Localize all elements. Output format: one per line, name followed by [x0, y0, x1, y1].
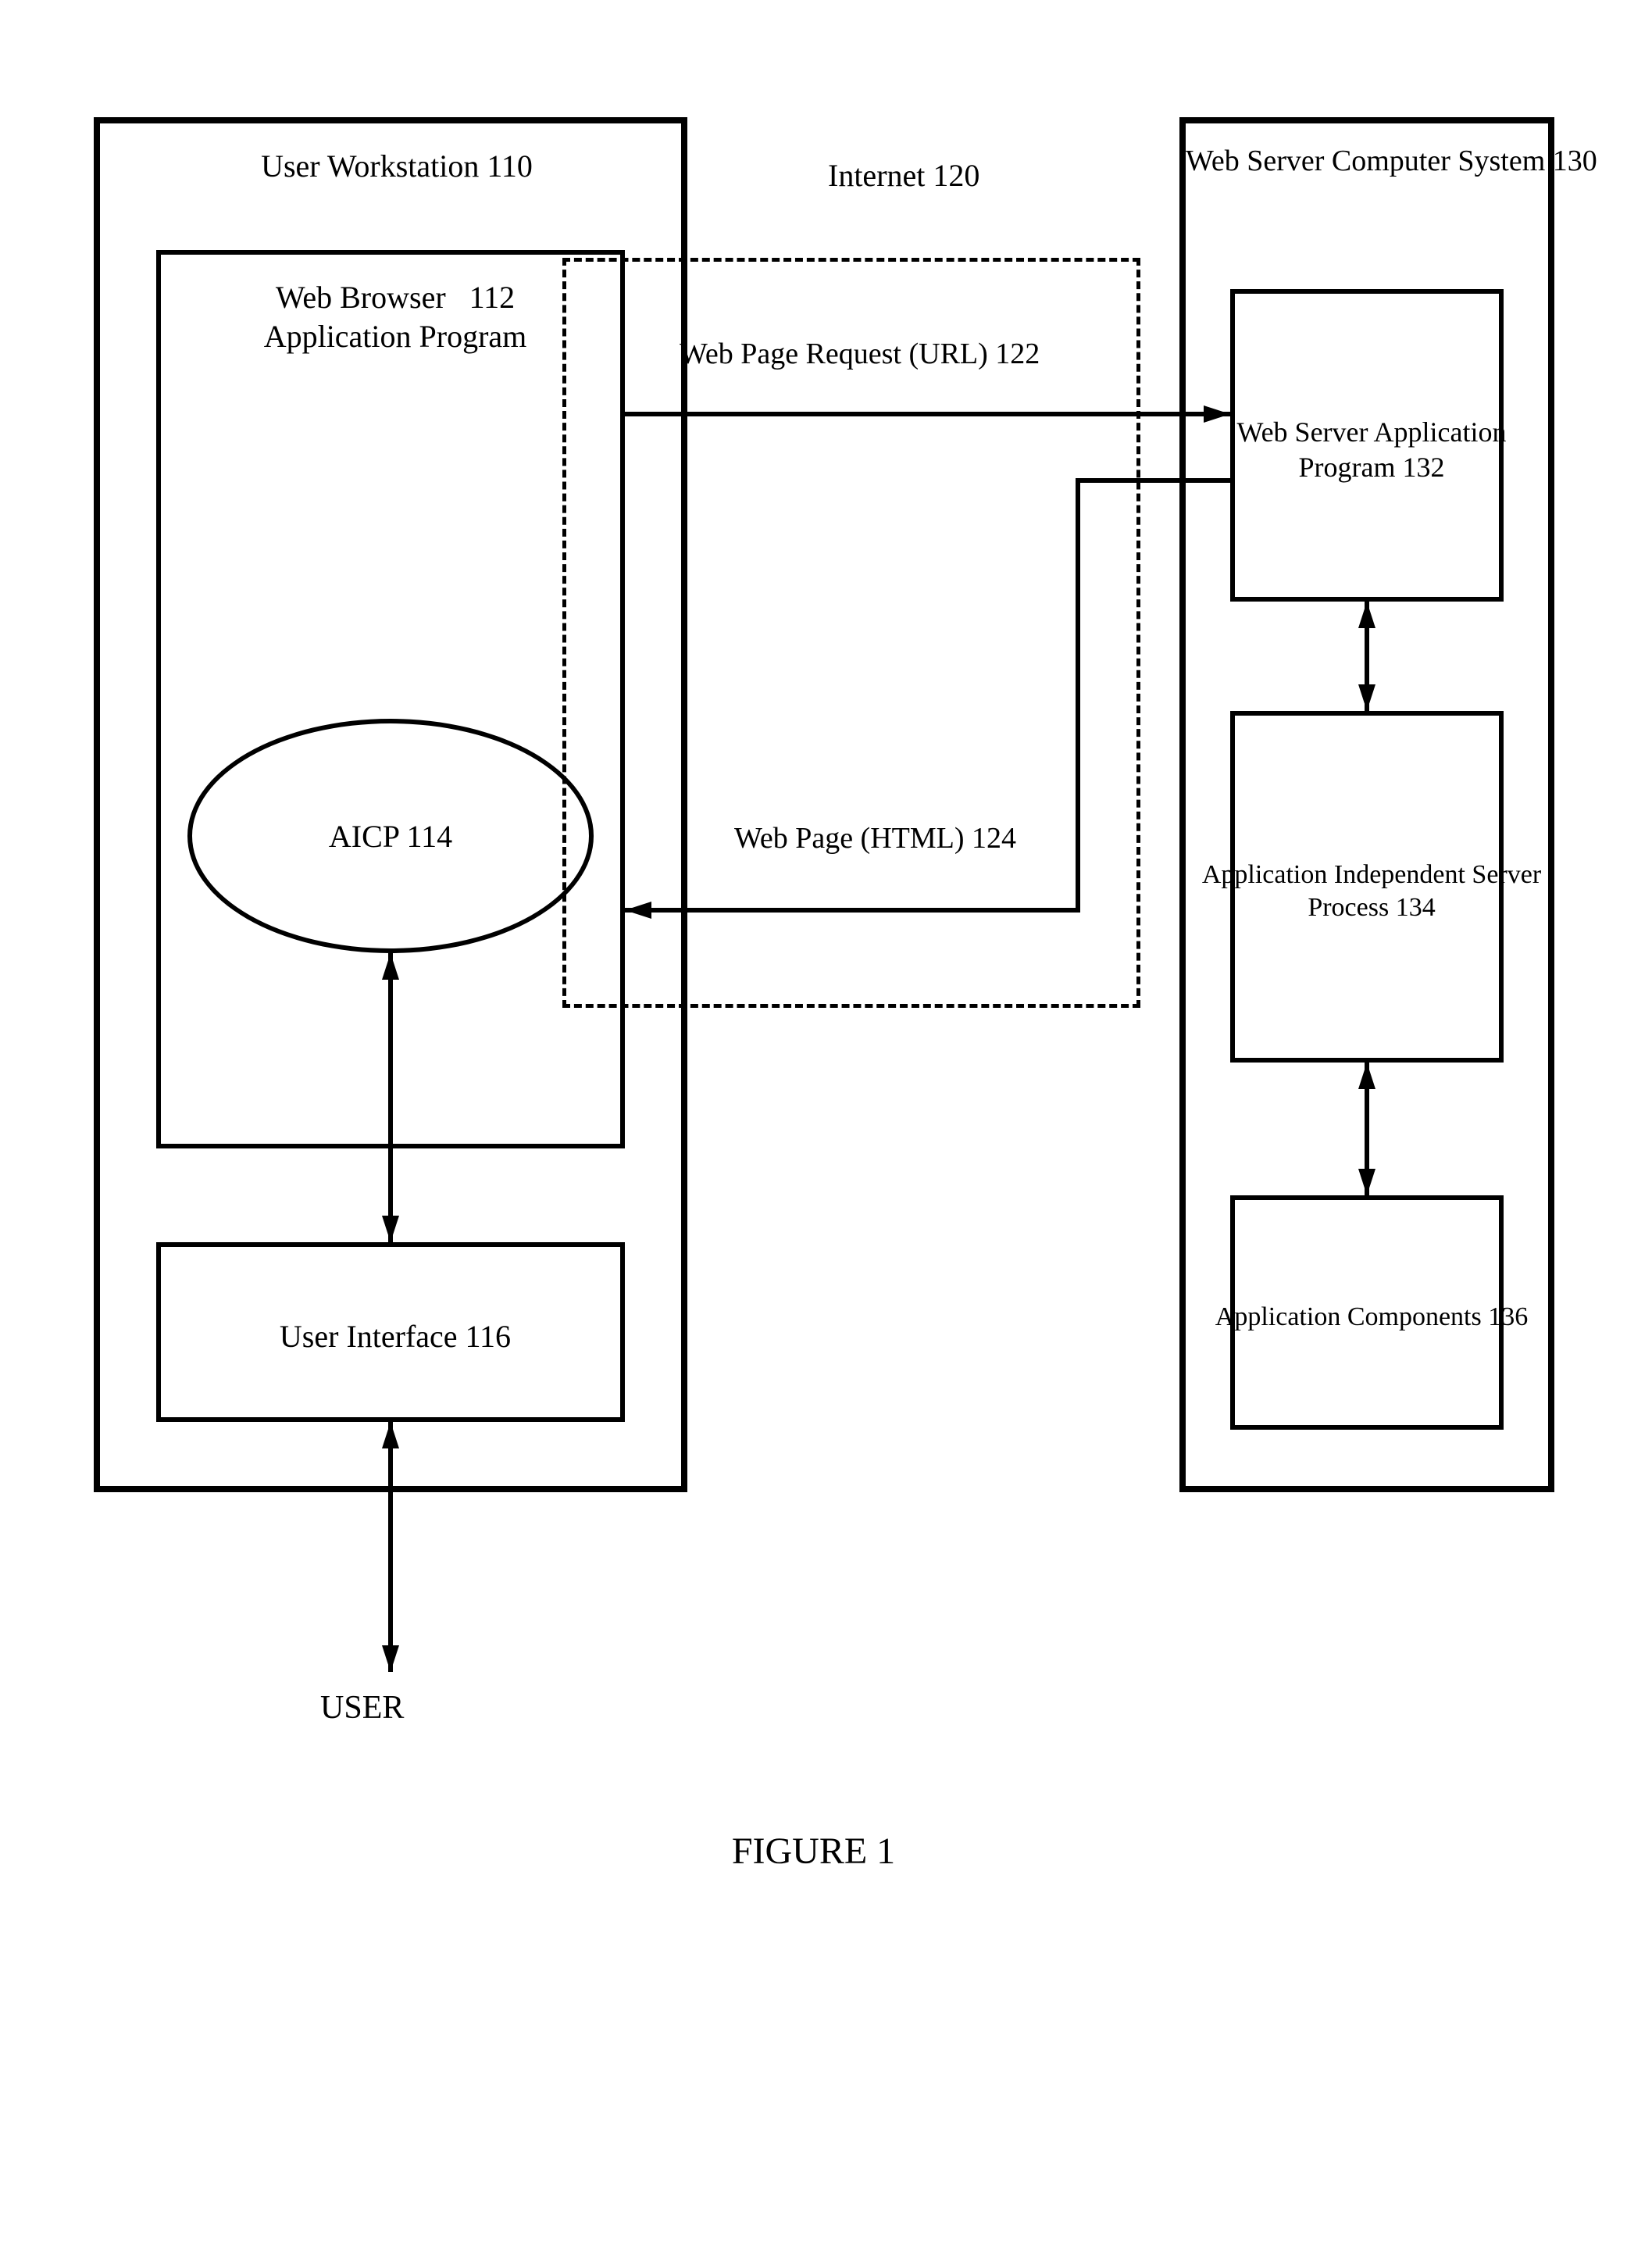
figure-caption: FIGURE 1: [0, 1828, 1627, 1875]
figure-stage: User Workstation 110 Web Browser 112 App…: [0, 0, 1627, 2268]
page-html: [625, 480, 1230, 910]
arrows-layer: [0, 0, 1627, 2268]
